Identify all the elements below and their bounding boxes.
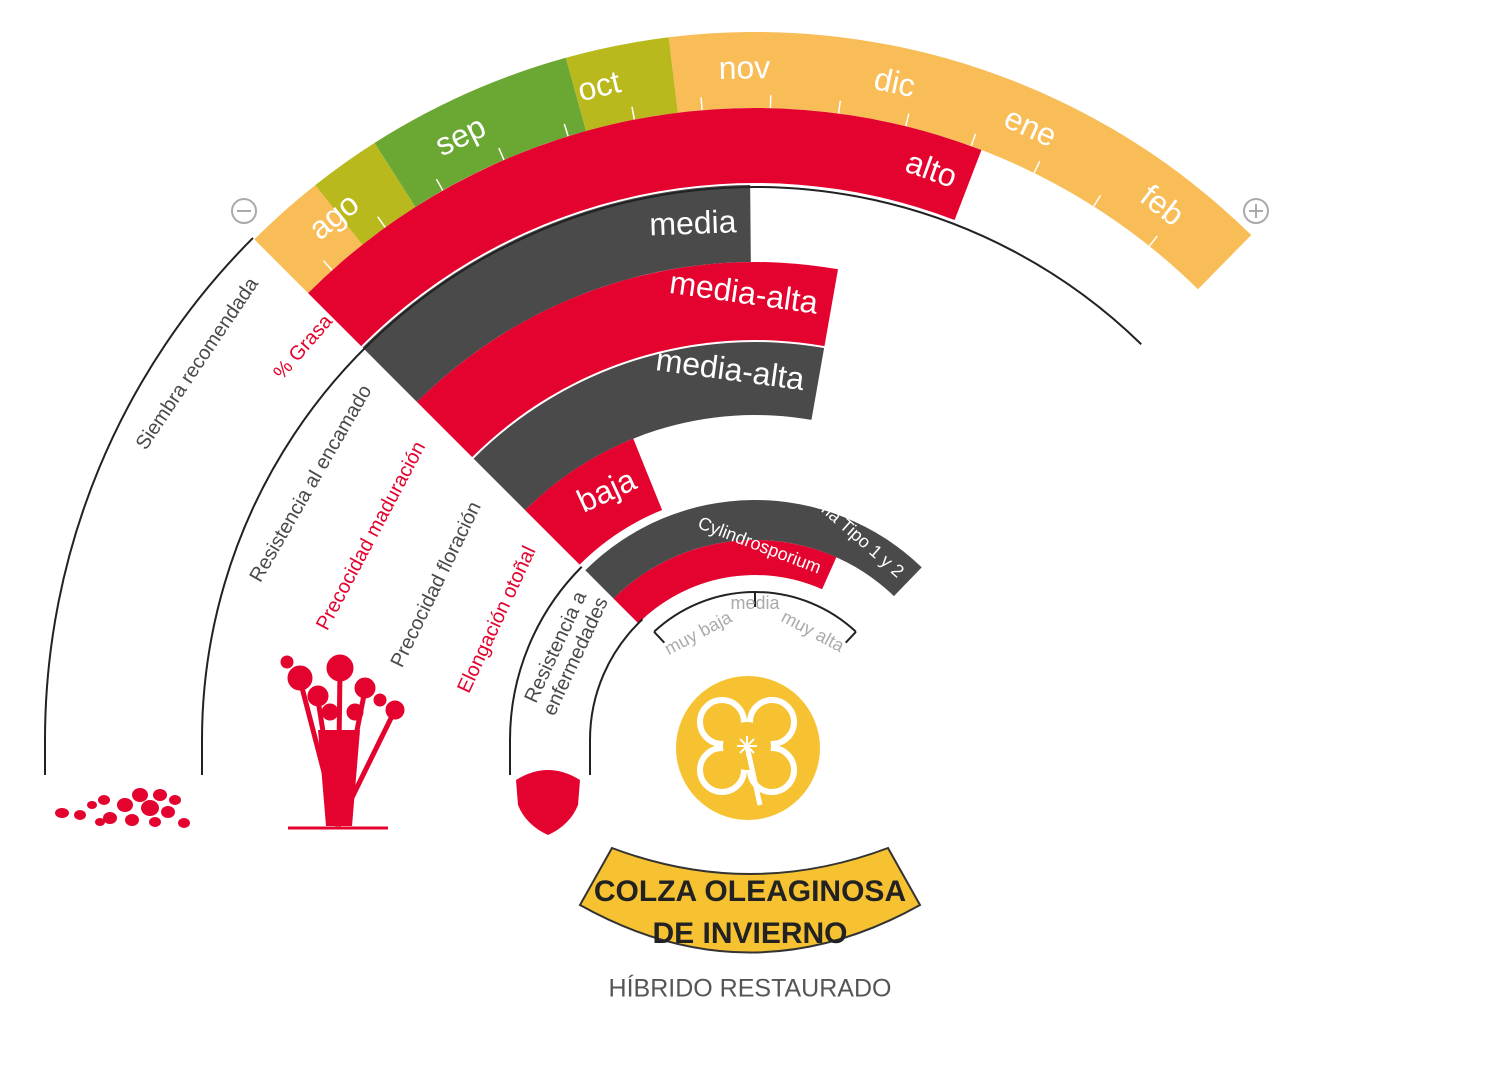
month-tick <box>377 216 386 228</box>
month-tick <box>631 106 636 120</box>
month-band <box>668 32 1252 290</box>
month-band <box>565 37 678 131</box>
month-label: dic <box>871 60 918 104</box>
month-tick <box>1148 235 1158 247</box>
row-label: Precocidad floración <box>387 498 486 671</box>
month-tick <box>435 178 444 191</box>
month-tick <box>1033 160 1041 174</box>
bands <box>254 32 1252 624</box>
level-bar <box>525 438 663 565</box>
row-label: Elongación otoñal <box>453 543 540 696</box>
month-band <box>374 57 587 207</box>
lane-line <box>44 237 254 775</box>
seeds-icon <box>55 788 190 828</box>
month-label: nov <box>718 49 770 86</box>
scale-tick <box>844 631 857 644</box>
disease-bar <box>613 539 837 624</box>
scale-label: media <box>730 593 780 613</box>
plant-icon <box>280 654 405 830</box>
flower-logo <box>676 676 820 820</box>
lane-line <box>509 566 583 775</box>
plus-icon <box>1243 198 1269 224</box>
lanes <box>44 186 1142 775</box>
lane-line <box>589 618 644 775</box>
lane-line <box>201 186 1142 775</box>
month-tick <box>1093 195 1102 207</box>
level-bar <box>473 342 825 511</box>
level-bar <box>308 108 982 347</box>
month-tick <box>498 147 505 161</box>
product-banner <box>578 846 922 954</box>
product-subtitle: HÍBRIDO RESTAURADO <box>609 974 892 1003</box>
scale-label: muy alta <box>778 606 848 656</box>
month-tick <box>837 100 842 114</box>
product-title: DE INVIERNO <box>652 917 847 950</box>
month-tick <box>905 113 910 127</box>
shield-icon <box>516 770 580 835</box>
scale-tick <box>653 631 666 644</box>
disease-bar <box>585 499 922 599</box>
level-label: media <box>649 203 738 242</box>
month-tick <box>700 97 703 111</box>
month-tick <box>563 123 569 137</box>
month-tick <box>322 260 333 271</box>
level-bar <box>362 185 751 403</box>
row-label: % Grasa <box>269 310 337 384</box>
scale-label: muy baja <box>661 607 736 659</box>
month-tick <box>970 133 977 147</box>
month-band <box>254 185 363 294</box>
level-bar <box>417 262 839 458</box>
minus-icon <box>231 198 257 224</box>
product-title: COLZA OLEAGINOSA <box>594 875 906 908</box>
month-band <box>315 142 416 245</box>
